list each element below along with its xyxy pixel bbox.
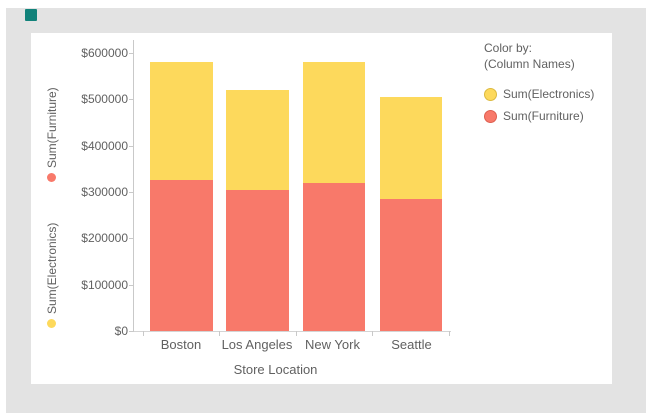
legend: Color by: (Column Names) Sum(Electronics… (484, 41, 609, 130)
y-tick-mark (129, 99, 134, 101)
electronics-dot-icon (47, 319, 56, 328)
y-tick-mark (129, 192, 134, 193)
y-tick-mark (129, 53, 134, 54)
legend-item-sum-electronics-[interactable]: Sum(Electronics) (484, 86, 609, 102)
bar-segment-furniture-new-york[interactable] (302, 182, 365, 331)
app-icon[interactable] (25, 9, 37, 21)
legend-subtitle[interactable]: (Column Names) (484, 57, 575, 71)
legend-item-label: Sum(Furniture) (503, 109, 584, 123)
x-category-label: Boston (160, 337, 202, 352)
x-tick-mark (448, 331, 450, 336)
bar-chart-panel: Sum(Furniture) Sum(Electronics) $600000 $… (31, 33, 612, 384)
y-axis-selector-electronics-label: Sum(Electronics) (44, 222, 59, 314)
legend-swatch-icon (484, 87, 497, 101)
x-tick-mark (142, 331, 144, 336)
y-axis-line (133, 40, 134, 331)
x-tick-mark (372, 331, 373, 336)
y-tick-mark (129, 331, 134, 332)
bar-segment-furniture-seattle[interactable] (379, 198, 442, 331)
x-tick-mark (295, 331, 297, 336)
x-tick-mark (219, 331, 220, 336)
y-tick-mark (129, 284, 134, 286)
bar-segment-electronics-new-york[interactable] (302, 62, 365, 183)
legend-swatch-icon (484, 109, 497, 123)
legend-title: Color by: (484, 41, 533, 55)
y-tick-label: $400000 (81, 138, 128, 153)
x-category-label: Seattle (391, 337, 432, 352)
bar-segment-electronics-seattle[interactable] (379, 97, 442, 199)
legend-items: Sum(Electronics) Sum(Furniture) (484, 86, 609, 124)
y-axis-selector-furniture-label: Sum(Furniture) (44, 87, 59, 168)
x-axis-title[interactable]: Store Location (233, 362, 318, 377)
y-tick-mark (129, 238, 134, 240)
bar-segment-electronics-los-angeles[interactable] (226, 90, 289, 190)
x-category-label: New York (305, 337, 360, 352)
bar-segment-furniture-boston[interactable] (150, 180, 213, 331)
y-tick-label: $0 (114, 324, 128, 338)
bar-segment-electronics-boston[interactable] (150, 62, 213, 181)
y-tick-label: $200000 (81, 231, 128, 246)
y-tick-label: $300000 (81, 185, 128, 199)
y-tick-label: $600000 (81, 46, 128, 60)
x-axis-line (133, 331, 451, 332)
y-tick-label: $100000 (81, 277, 128, 292)
bar-segment-furniture-los-angeles[interactable] (226, 189, 289, 331)
x-category-label: Los Angeles (221, 337, 293, 352)
app-canvas: Sum(Furniture) Sum(Electronics) $600000 $… (6, 8, 646, 413)
legend-item-sum-furniture-[interactable]: Sum(Furniture) (484, 108, 609, 124)
y-tick-mark (129, 145, 134, 147)
furniture-dot-icon (47, 173, 56, 182)
y-tick-label: $500000 (81, 92, 128, 107)
legend-item-label: Sum(Electronics) (503, 87, 595, 101)
